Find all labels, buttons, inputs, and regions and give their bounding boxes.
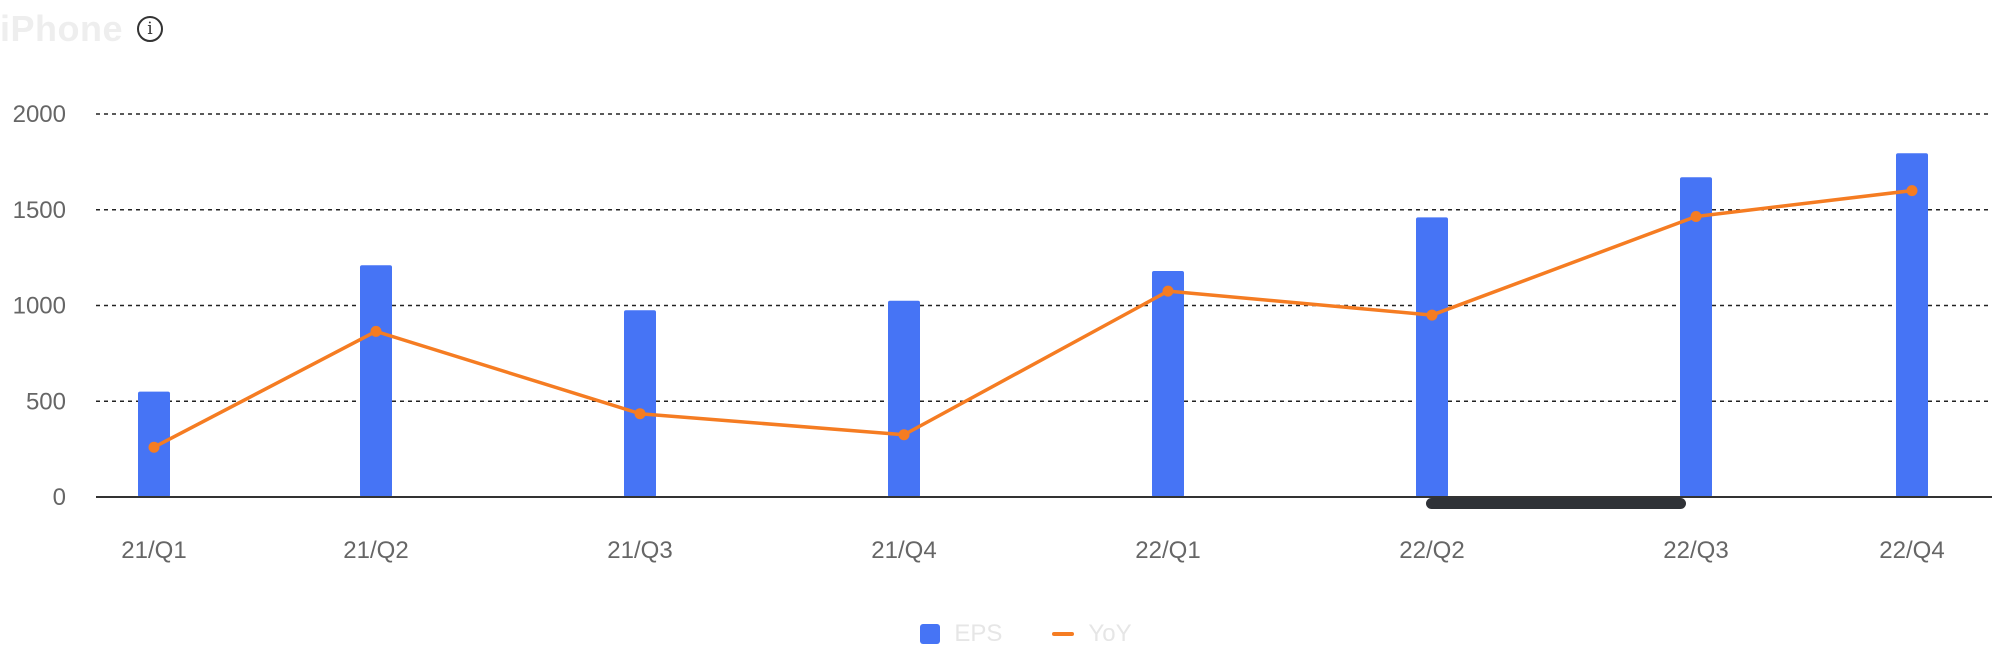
y-tick-label: 1500 — [13, 197, 66, 224]
chart-header: iPhone i — [0, 4, 164, 54]
x-tick-label: 22/Q1 — [1135, 537, 1200, 564]
point-yoy[interactable] — [1426, 309, 1438, 321]
point-yoy[interactable] — [1162, 285, 1174, 297]
legend-item-eps[interactable]: EPS — [920, 620, 1002, 648]
bar-eps[interactable] — [624, 310, 656, 497]
bar-eps[interactable] — [1416, 217, 1448, 497]
legend-item-yoy[interactable]: YoY — [1052, 620, 1132, 648]
bar-eps[interactable] — [888, 300, 920, 497]
point-yoy[interactable] — [634, 408, 646, 420]
x-tick-label: 21/Q3 — [607, 537, 672, 564]
legend-label-eps: EPS — [954, 620, 1003, 647]
info-icon[interactable]: i — [137, 16, 164, 42]
point-yoy[interactable] — [370, 325, 382, 337]
chart-title: iPhone — [0, 8, 124, 49]
point-yoy[interactable] — [898, 429, 910, 441]
y-tick-label: 2000 — [13, 101, 66, 128]
y-tick-label: 0 — [53, 484, 66, 511]
bar-eps[interactable] — [1152, 271, 1184, 497]
legend-swatch-eps — [920, 624, 941, 644]
line-yoy — [152, 188, 1914, 449]
x-tick-label: 22/Q2 — [1399, 537, 1464, 564]
y-tick-label: 1000 — [13, 293, 66, 320]
x-tick-label: 21/Q2 — [343, 537, 408, 564]
bar-eps[interactable] — [360, 265, 392, 497]
point-yoy[interactable] — [1690, 210, 1702, 222]
x-tick-label: 21/Q4 — [871, 537, 936, 564]
x-tick-label: 21/Q1 — [121, 537, 186, 564]
point-yoy[interactable] — [148, 441, 160, 453]
point-yoy[interactable] — [1906, 185, 1918, 197]
x-tick-label: 22/Q3 — [1663, 537, 1728, 564]
legend-label-yoy: YoY — [1088, 620, 1132, 647]
legend-swatch-yoy — [1052, 632, 1075, 636]
x-tick-label: 22/Q4 — [1879, 537, 1944, 564]
scrollbar-thumb[interactable] — [1426, 498, 1686, 509]
bar-eps[interactable] — [1896, 153, 1928, 497]
bar-eps[interactable] — [1680, 177, 1712, 497]
y-tick-label: 500 — [26, 388, 66, 415]
legend: EPS YoY — [0, 620, 1992, 648]
